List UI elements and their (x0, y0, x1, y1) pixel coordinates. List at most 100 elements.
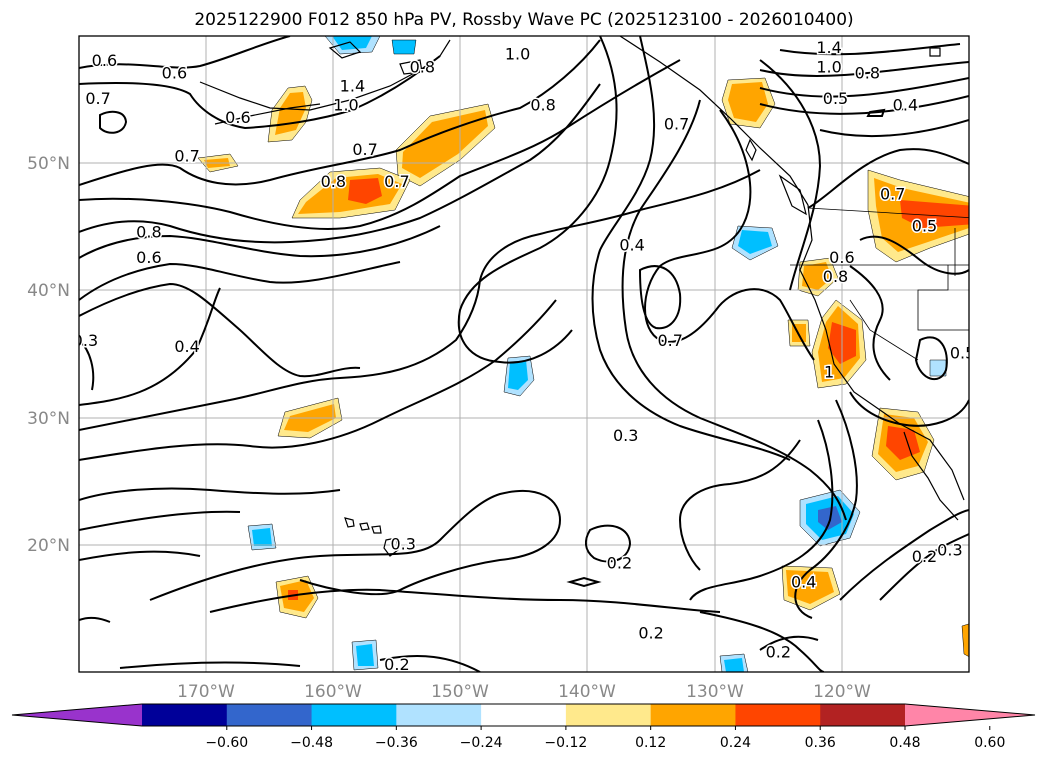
contour-line (79, 616, 111, 623)
lon-label: 170°W (177, 682, 235, 702)
contour-label: 0.6 (162, 64, 187, 83)
contour-line (79, 39, 601, 186)
contour-line (79, 487, 341, 501)
pv-contours (79, 36, 969, 672)
contour-line (699, 611, 825, 672)
lat-label: 20°N (27, 536, 70, 556)
haida-gwaii (745, 138, 757, 162)
contour-line (779, 43, 961, 56)
negative-anomaly (252, 528, 272, 546)
colorbar-tick-label: −0.24 (460, 735, 503, 751)
colorbar-tick-label: 0.48 (889, 735, 920, 751)
colorbar-tick-label: −0.12 (544, 735, 587, 751)
contour-label: 0.6 (829, 248, 854, 267)
contour-line (79, 287, 221, 406)
colorbar-tick-label: 0.12 (635, 735, 666, 751)
contour-label: 0.6 (92, 51, 117, 70)
negative-anomaly (391, 39, 417, 55)
negative-anomaly (508, 360, 528, 390)
lon-label: 150°W (431, 682, 489, 702)
negative-anomaly (356, 644, 374, 666)
contour-line (79, 339, 95, 391)
lon-label: 120°W (813, 682, 871, 702)
alaska-coast (214, 103, 321, 125)
contour-line (807, 148, 969, 209)
contour-line (79, 83, 601, 244)
colorbar-tick-label: 0.60 (974, 735, 1005, 751)
contour-line (914, 336, 948, 381)
colorbar: −0.60 −0.48 −0.36 −0.24 −0.12 0.12 0.24 0.36 0.4… (11, 703, 1036, 751)
contour-label: 0.7 (384, 172, 409, 191)
colorbar-extend-high (905, 704, 1035, 726)
colorbar-tick-label: 0.36 (805, 735, 836, 751)
contour-line (566, 576, 602, 588)
colorbar-extend-low (12, 704, 142, 726)
contour-line (644, 109, 815, 361)
colorbar-bin (142, 704, 228, 726)
hawaii (344, 517, 355, 528)
alaska-islands (328, 41, 362, 59)
contour-label: 0.6 (225, 108, 250, 127)
contour-label: 0.7 (657, 331, 682, 350)
contour-label: 0.4 (174, 337, 199, 356)
contour-line (859, 235, 969, 275)
colorbar-bin (481, 704, 567, 726)
contour-line (79, 169, 761, 431)
contour-label: 1.4 (340, 76, 365, 95)
alaska-islands (399, 59, 423, 75)
colorbar-bins (11, 703, 1036, 727)
contour-line (79, 59, 681, 230)
colorbar-tick-label: −0.48 (290, 735, 333, 751)
contour-label: 0.7 (352, 140, 377, 159)
contour-line (678, 439, 801, 571)
contour-line (819, 119, 969, 137)
contour-line (79, 225, 441, 259)
contour-label: 0.2 (384, 655, 409, 674)
colorbar-tick-label: −0.60 (205, 735, 248, 751)
contour-line (99, 110, 128, 134)
negative-anomaly (738, 230, 772, 254)
lon-label: 160°W (304, 682, 362, 702)
baja-coast (903, 431, 959, 521)
positive-anomaly (348, 178, 382, 204)
colorbar-bin (396, 704, 482, 726)
contour-line (621, 99, 847, 521)
contour-label: 0.2 (766, 642, 791, 661)
colorbar-outline (11, 703, 1036, 727)
contour-label: 0.4 (791, 573, 816, 592)
colorbar-bin (311, 704, 397, 726)
map-area: 0.60.70.60.60.70.81.41.00.80.71.00.80.70… (79, 36, 969, 674)
contour-label: 0.3 (390, 534, 415, 553)
colorbar-tick-label: −0.36 (375, 735, 418, 751)
contour-line (79, 55, 441, 130)
alaska-islands (929, 47, 941, 57)
colorbar-bin (226, 704, 313, 726)
contour-label: 0.2 (638, 623, 663, 642)
contour-label: 0.8 (823, 267, 848, 286)
contour-label: 1 (824, 363, 834, 382)
contour-label: 0.4 (893, 96, 918, 115)
contour-line (209, 588, 721, 613)
contour-label: 0.3 (613, 426, 638, 445)
contour-line (689, 419, 834, 601)
contour-label: 0.4 (619, 235, 644, 254)
contour-line (794, 399, 858, 619)
map-title: 2025122900 F012 850 hPa PV, Rossby Wave … (194, 10, 853, 30)
contour-label: 0.8 (855, 64, 880, 83)
vancouver-island (778, 174, 807, 216)
contour-label: 0.8 (321, 172, 346, 191)
hawaii (371, 525, 382, 534)
contour-line (849, 265, 891, 381)
lat-label: 40°N (27, 281, 70, 301)
contour-line (879, 533, 969, 601)
colorbar-bin (820, 704, 906, 726)
contour-label: 1.4 (816, 38, 841, 57)
lat-label: 30°N (27, 409, 70, 429)
positive-anomaly (886, 426, 920, 460)
contour-line (759, 635, 819, 651)
contour-line (591, 36, 791, 461)
negative-anomaly (929, 359, 947, 377)
contour-line (79, 510, 241, 531)
contour-line (759, 59, 822, 291)
